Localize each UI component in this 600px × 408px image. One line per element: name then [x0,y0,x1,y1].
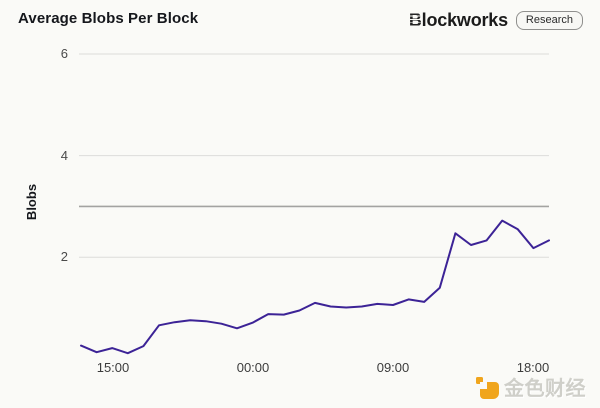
blockworks-wordmark-rest: lockworks [421,10,508,30]
y-tick-6: 6 [60,46,68,61]
x-tick-0000: 00:00 [236,360,270,375]
jinse-watermark-text: 金色财经 [504,378,586,400]
chart-title: Average Blobs Per Block [18,10,199,27]
blockworks-b-icon: B [408,10,422,30]
jinse-logo-icon [476,375,499,399]
y-tick-2: 2 [60,249,68,264]
y-tick-4: 4 [60,148,68,163]
research-badge: Research [515,11,583,30]
blobs-line-series [80,219,550,355]
jinse-watermark: 金色财经 [476,372,586,401]
x-tick-1800: 18:00 [516,360,550,375]
x-tick-1500: 15:00 [96,360,130,375]
x-tick-0900: 09:00 [376,360,410,375]
